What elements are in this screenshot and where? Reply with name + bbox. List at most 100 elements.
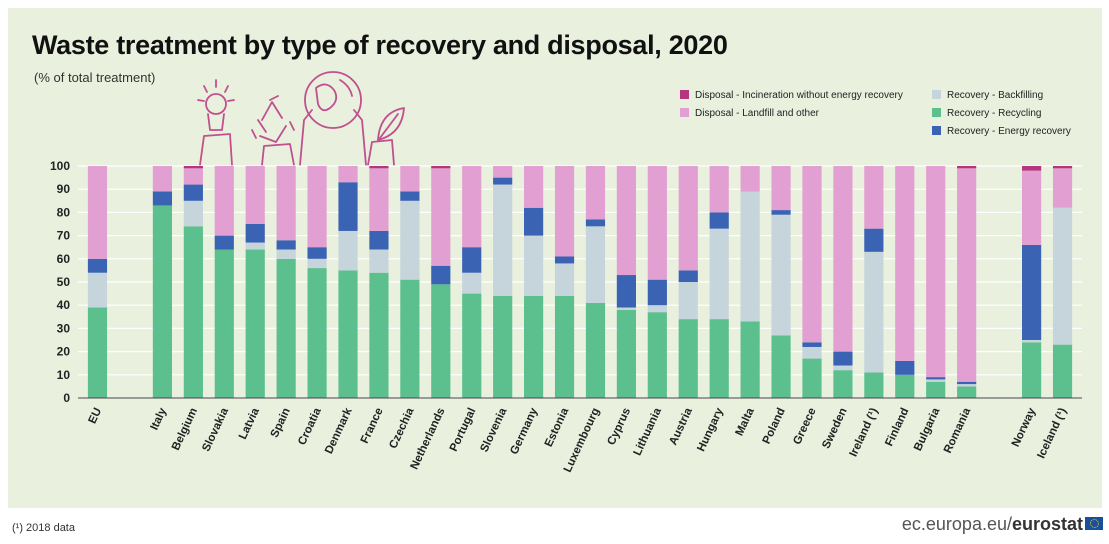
hand-arm (367, 139, 395, 166)
y-tick-label: 20 (57, 345, 71, 359)
x-tick-label: Malta (734, 406, 758, 438)
bars (87, 166, 1073, 398)
leaf-hand-icon (367, 107, 405, 166)
bar-segment-energy (524, 207, 544, 236)
hands-arms (299, 109, 367, 166)
bar-segment-recycling (245, 249, 265, 398)
bar-segment-backfilling (87, 272, 108, 308)
x-tick-label: Slovenia (479, 406, 510, 454)
bar-segment-recycling (307, 268, 327, 398)
bar-segment-landfill (740, 166, 760, 192)
bar-segment-recycling (678, 319, 698, 398)
bar-segment-backfilling (678, 282, 698, 320)
x-tick-label: Bulgaria (912, 406, 943, 453)
bar-segment-landfill (926, 166, 946, 378)
source-brand: eurostat (1011, 514, 1083, 534)
bar-segment-landfill (1052, 168, 1073, 208)
bar-segment-landfill (585, 166, 606, 220)
bulb-shape (205, 93, 227, 115)
bar-segment-energy (183, 184, 203, 201)
bar-segment-recycling (431, 284, 451, 398)
x-tick-label: Hungary (695, 406, 726, 454)
bar-segment-backfilling (183, 200, 203, 227)
bar-segment-energy (864, 228, 884, 252)
y-tick-label: 60 (57, 252, 71, 266)
x-tick-label: EU (87, 406, 105, 426)
recycle-hand-icon (251, 95, 295, 166)
legend: Disposal - Incineration without energy r… (680, 90, 1071, 137)
bar-segment-landfill (647, 166, 667, 280)
recycle-tips (251, 95, 295, 139)
y-tick-label: 30 (57, 321, 71, 335)
globe-hands-icon (299, 71, 367, 166)
x-tick-label: Italy (149, 406, 170, 432)
x-tick-label: Spain (269, 406, 293, 439)
chart-subtitle: (% of total treatment) (34, 70, 156, 85)
bar-segment-backfilling (369, 249, 389, 273)
x-tick-label: Romania (942, 406, 974, 456)
bar-segment-backfilling (307, 258, 327, 269)
y-tick-label: 90 (57, 182, 71, 196)
bar-segment-incineration (369, 166, 389, 169)
x-tick-label: Norway (1010, 406, 1039, 449)
globe-shape (304, 71, 362, 129)
bar-segment-landfill (895, 166, 915, 361)
y-tick-label: 100 (50, 159, 70, 173)
bar-segment-backfilling (524, 235, 544, 296)
eurostat-link[interactable]: ec.europa.eu/eurostat (902, 514, 1083, 535)
bar-segment-energy (678, 270, 698, 282)
bar-segment-recycling (87, 307, 108, 398)
bar-segment-recycling (833, 370, 853, 398)
x-tick-label: Portugal (448, 406, 479, 453)
bar-segment-backfilling (585, 226, 606, 303)
bulb-rays (197, 79, 235, 102)
bar-segment-recycling (647, 312, 667, 398)
bar-segment-landfill (462, 166, 482, 248)
bar-segment-landfill (678, 166, 698, 271)
hand-arm (261, 143, 295, 166)
bar-segment-landfill (276, 166, 296, 241)
bar-segment-energy (647, 279, 667, 306)
footnote: (¹) 2018 data (12, 522, 75, 534)
y-tick-label: 50 (57, 275, 71, 289)
bar-segment-backfilling (833, 365, 853, 371)
bar-segment-backfilling (647, 305, 667, 313)
x-tick-label: Poland (761, 406, 788, 446)
bar-segment-recycling (214, 249, 234, 398)
legend-swatch-incineration (680, 90, 689, 99)
bar-segment-energy (926, 377, 946, 380)
bar-segment-landfill (957, 168, 977, 382)
bar-segment-landfill (616, 166, 636, 276)
bar-segment-backfilling (709, 228, 729, 320)
x-tick-label: Cyprus (605, 406, 633, 447)
bar-segment-energy (957, 381, 977, 385)
bar-segment-landfill (709, 166, 729, 213)
legend-label-energy: Recovery - Energy recovery (947, 126, 1071, 137)
bar-segment-energy (709, 212, 729, 229)
x-tick-label: Iceland (¹) (1035, 406, 1069, 460)
bar-segment-recycling (957, 386, 977, 398)
bar-segment-recycling (1052, 344, 1073, 398)
bar-segment-landfill (493, 166, 513, 178)
bar-segment-backfilling (802, 346, 822, 359)
bar-segment-backfilling (864, 251, 884, 373)
bar-segment-landfill (771, 166, 791, 211)
bar-segment-landfill (400, 166, 420, 192)
bar-segment-backfilling (926, 379, 946, 382)
bar-segment-energy (1022, 244, 1042, 340)
bar-segment-backfilling (1052, 207, 1073, 345)
bar-segment-recycling (183, 226, 203, 398)
x-tick-label: Ireland (¹) (848, 406, 881, 459)
bar-segment-energy (87, 258, 108, 273)
lightbulb-hand-icon (197, 79, 235, 166)
bar-segment-recycling (493, 295, 513, 398)
y-tick-label: 40 (57, 298, 71, 312)
bar-segment-backfilling (771, 214, 791, 336)
legend-swatch-backfilling (932, 90, 941, 99)
bar-segment-recycling (369, 272, 389, 398)
legend-label-backfilling: Recovery - Backfilling (947, 90, 1043, 101)
bar-segment-landfill (524, 166, 544, 208)
bar-segment-energy (895, 360, 915, 375)
bar-segment-recycling (400, 279, 420, 398)
